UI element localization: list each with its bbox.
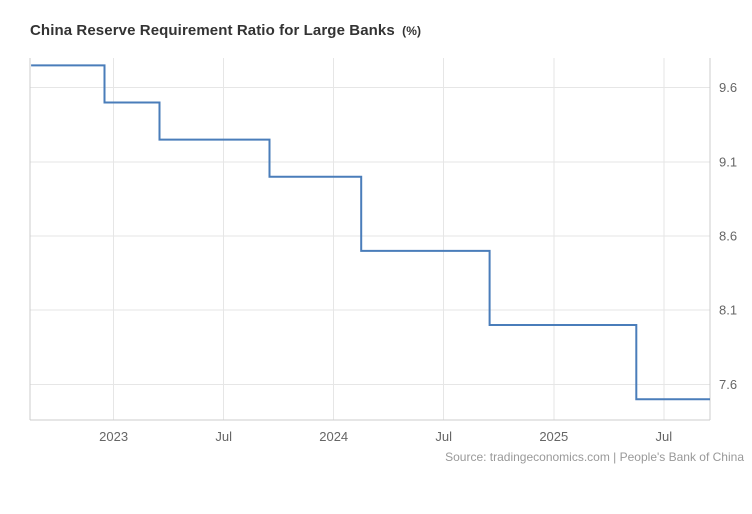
x-axis-tick-label: 2023 [99, 429, 128, 444]
source-attribution: Source: tradingeconomics.com | People's … [445, 450, 744, 464]
chart-title: China Reserve Requirement Ratio for Larg… [30, 22, 421, 39]
y-axis-tick-label: 7.6 [719, 377, 737, 392]
x-axis-tick-label: Jul [435, 429, 452, 444]
plot-area[interactable] [30, 58, 710, 420]
y-axis-tick-label: 9.6 [719, 80, 737, 95]
chart-title-unit: (%) [402, 24, 422, 38]
rrr-step-line [31, 64, 710, 401]
x-axis-tick-label: Jul [215, 429, 232, 444]
gridlines [30, 58, 710, 420]
x-axis-tick-label: 2024 [319, 429, 348, 444]
axis-lines [29, 58, 711, 421]
x-axis-tick-label: 2025 [539, 429, 568, 444]
axis-labels: 9.6 9.1 8.6 8.1 7.6 2023 Jul 2024 Jul 2025 Jul [99, 80, 737, 444]
y-axis-tick-label: 8.6 [719, 229, 737, 244]
y-axis-tick-label: 8.1 [719, 303, 737, 318]
y-axis-tick-label: 9.1 [719, 154, 737, 169]
chart-title-text: China Reserve Requirement Ratio for Larg… [30, 22, 395, 39]
x-axis-tick-label: Jul [655, 429, 672, 444]
